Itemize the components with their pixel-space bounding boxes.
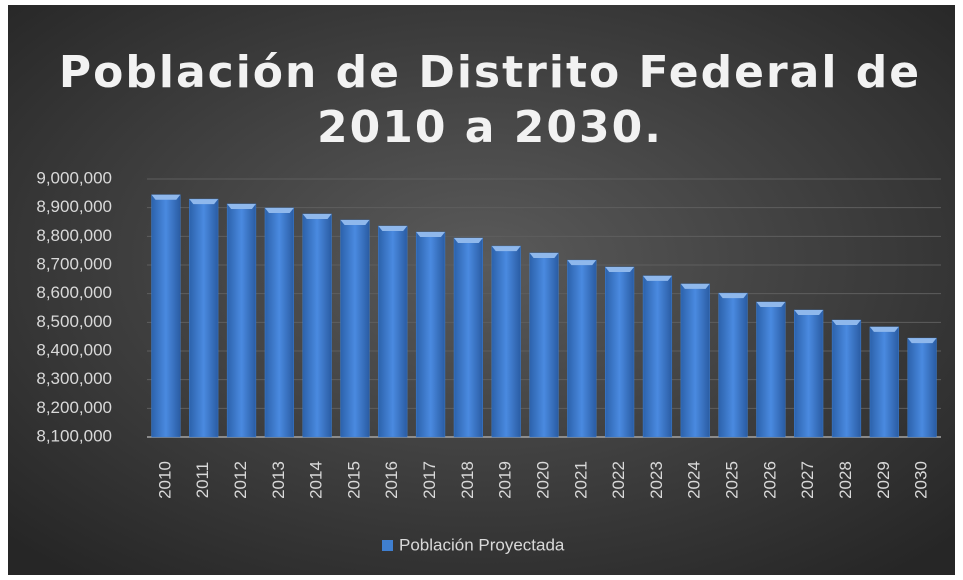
bar [680, 283, 710, 438]
y-tick-label: 8,500,000 [36, 312, 112, 331]
bar-cap [718, 293, 748, 299]
bar-cap [302, 213, 332, 219]
bar-cap [529, 252, 559, 258]
bar [529, 252, 559, 438]
legend-swatch [382, 540, 393, 551]
y-tick-label: 9,000,000 [36, 168, 112, 187]
bar-cap [227, 203, 256, 209]
y-tick-label: 8,900,000 [36, 197, 112, 216]
bar [831, 319, 862, 438]
bar-cap [378, 226, 408, 232]
bar [453, 237, 483, 438]
x-tick-label: 2017 [420, 461, 439, 499]
y-tick-label: 8,800,000 [36, 226, 112, 245]
bar [605, 266, 635, 438]
bar-cap [869, 326, 899, 332]
x-tick-label: 2027 [798, 461, 817, 499]
x-tick-label: 2022 [609, 461, 628, 499]
x-tick-label: 2025 [723, 461, 742, 499]
y-tick-label: 8,100,000 [36, 426, 112, 445]
bar-cap [491, 246, 521, 252]
chart-title: 2010 a 2030. [317, 102, 663, 153]
bar-cap [605, 267, 634, 273]
bar-cap [643, 275, 672, 281]
legend-label: Población Proyectada [399, 535, 565, 554]
x-tick-label: 2030 [912, 461, 931, 499]
bar-cap [340, 219, 370, 225]
bar-cap [907, 338, 937, 344]
bar [718, 292, 748, 438]
bar-cap [189, 199, 219, 205]
bar [756, 301, 786, 438]
x-tick-label: 2021 [571, 461, 590, 499]
bar-cap [264, 207, 294, 213]
bar [642, 275, 673, 438]
bar-cap [567, 260, 597, 266]
x-tick-label: 2029 [874, 461, 893, 499]
x-tick-label: 2015 [344, 461, 363, 499]
x-tick-label: 2020 [533, 461, 552, 499]
x-tick-label: 2010 [155, 461, 174, 499]
x-tick-label: 2028 [836, 461, 855, 499]
bar [415, 231, 446, 438]
x-tick-label: 2023 [647, 461, 666, 499]
x-tick-label: 2026 [760, 461, 779, 499]
bar [491, 245, 521, 438]
x-tick-label: 2011 [193, 462, 212, 499]
bar [226, 203, 257, 438]
y-tick-label: 8,400,000 [36, 340, 112, 359]
bar [907, 337, 937, 438]
bar [189, 198, 219, 438]
bar-cap [454, 238, 483, 244]
chart-title: Población de Distrito Federal de [59, 47, 921, 98]
bar-cap [416, 232, 445, 238]
y-tick-label: 8,700,000 [36, 254, 112, 273]
bar [869, 326, 899, 438]
bar-cap [756, 301, 786, 307]
x-tick-label: 2014 [307, 461, 326, 499]
x-tick-label: 2019 [496, 461, 515, 499]
x-tick-label: 2016 [382, 461, 401, 499]
bar [340, 219, 370, 438]
y-tick-label: 8,200,000 [36, 398, 112, 417]
bar [567, 259, 597, 438]
bar [794, 309, 824, 438]
bar-cap [794, 310, 824, 316]
x-tick-label: 2013 [269, 461, 288, 499]
bar [264, 207, 294, 438]
bar-cap [151, 194, 181, 200]
bar [302, 213, 332, 438]
bar [378, 225, 408, 438]
x-tick-label: 2012 [231, 461, 250, 499]
bar-cap [680, 283, 710, 289]
y-tick-label: 8,300,000 [36, 369, 112, 388]
bar-cap [832, 320, 861, 326]
x-tick-label: 2018 [458, 461, 477, 499]
x-tick-label: 2024 [685, 461, 704, 499]
bar [151, 194, 181, 438]
y-tick-label: 8,600,000 [36, 283, 112, 302]
